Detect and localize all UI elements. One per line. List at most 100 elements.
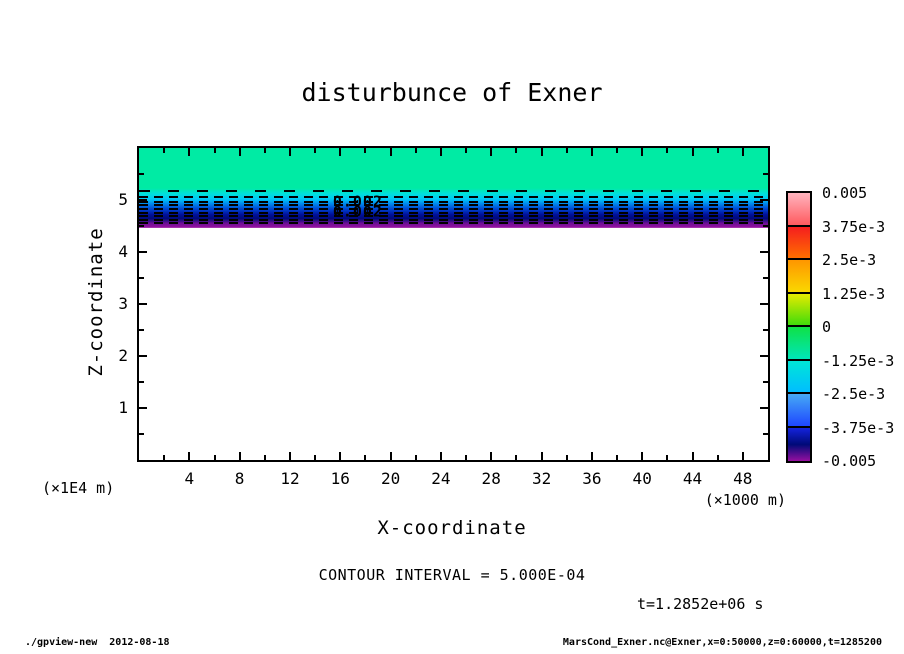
x-tick-bottom bbox=[515, 455, 518, 460]
colorbar-label: 2.5e-3 bbox=[822, 251, 877, 269]
x-tick-bottom bbox=[238, 452, 241, 460]
colorbar-segment bbox=[788, 260, 810, 294]
y-tick-label: 5 bbox=[118, 190, 128, 209]
y-tick-right bbox=[760, 199, 768, 201]
x-tick-bottom bbox=[666, 455, 669, 460]
colorbar-label: -0.005 bbox=[822, 452, 877, 470]
x-tick-top bbox=[490, 148, 493, 156]
x-tick-top bbox=[314, 148, 317, 153]
x-tick-bottom bbox=[263, 455, 266, 460]
y-tick-right bbox=[760, 355, 768, 357]
x-tick-top bbox=[263, 148, 266, 153]
x-tick-bottom bbox=[213, 455, 216, 460]
y-tick-right bbox=[760, 303, 768, 305]
colorbar bbox=[786, 191, 812, 463]
x-tick-top bbox=[465, 148, 468, 153]
x-tick-bottom bbox=[188, 452, 191, 460]
y-tick-left bbox=[139, 355, 147, 357]
x-tick-top bbox=[364, 148, 367, 153]
dashed-contour-line bbox=[139, 207, 768, 210]
colorbar-label: -1.25e-3 bbox=[822, 351, 895, 370]
y-tick-left bbox=[139, 433, 144, 435]
colorbar-segment bbox=[788, 327, 810, 361]
x-tick-bottom bbox=[339, 452, 342, 460]
y-tick-label: 1 bbox=[118, 398, 128, 417]
y-tick-left bbox=[139, 407, 147, 409]
colorbar-segment bbox=[788, 394, 810, 428]
y-tick-left bbox=[139, 381, 144, 383]
y-tick-right bbox=[763, 433, 768, 435]
plot-area: 0.002 0.002 bbox=[137, 146, 770, 462]
x-tick-top bbox=[565, 148, 568, 153]
contour-value-label: 0.002 bbox=[332, 202, 383, 221]
x-tick-bottom bbox=[490, 452, 493, 460]
x-tick-label: 32 bbox=[531, 469, 552, 488]
x-tick-label: 8 bbox=[234, 469, 245, 488]
x-tick-label: 36 bbox=[582, 469, 602, 488]
time-annotation: t=1.2852e+06 s bbox=[637, 595, 764, 613]
x-tick-bottom bbox=[364, 455, 367, 460]
y-tick-right bbox=[760, 251, 768, 253]
x-tick-bottom bbox=[641, 452, 644, 460]
x-tick-top bbox=[741, 148, 744, 156]
y-tick-left bbox=[139, 329, 144, 331]
dashed-contour-line bbox=[139, 196, 768, 199]
x-tick-top bbox=[439, 148, 442, 156]
y-tick-right bbox=[763, 277, 768, 279]
y-tick-left bbox=[139, 277, 144, 279]
x-tick-bottom bbox=[540, 452, 543, 460]
x-tick-top bbox=[188, 148, 191, 156]
x-tick-bottom bbox=[389, 452, 392, 460]
colorbar-segment bbox=[788, 293, 810, 327]
x-tick-bottom bbox=[565, 455, 568, 460]
x-axis-title: X-coordinate bbox=[377, 517, 527, 539]
x-tick-bottom bbox=[314, 455, 317, 460]
x-tick-top bbox=[213, 148, 216, 153]
colorbar-label: 3.75e-3 bbox=[822, 217, 886, 236]
y-tick-label: 3 bbox=[118, 294, 128, 313]
colorbar-segment bbox=[788, 427, 810, 461]
x-tick-bottom bbox=[590, 452, 593, 460]
x-tick-label: 40 bbox=[632, 469, 652, 488]
y-axis-units: (×1E4 m) bbox=[42, 479, 115, 497]
colorbar-label: 0.005 bbox=[822, 184, 868, 202]
x-tick-bottom bbox=[616, 455, 618, 460]
x-tick-bottom bbox=[741, 452, 744, 460]
y-tick-label: 2 bbox=[118, 346, 128, 365]
y-tick-right bbox=[763, 173, 768, 175]
footer-command-line: ./gpview-new 2012-08-18 bbox=[25, 637, 170, 648]
dashed-contour-line bbox=[139, 204, 768, 207]
dashed-contour-line bbox=[139, 189, 768, 192]
x-tick-top bbox=[289, 148, 291, 156]
colorbar-segment bbox=[788, 193, 810, 227]
x-tick-label: 28 bbox=[481, 469, 501, 488]
x-tick-top bbox=[414, 148, 417, 153]
colorbar-segment bbox=[788, 226, 810, 260]
x-tick-top bbox=[540, 148, 543, 156]
y-tick-left bbox=[139, 251, 147, 253]
y-tick-right bbox=[763, 225, 768, 227]
contour-interval-note: CONTOUR INTERVAL = 5.000E-04 bbox=[318, 566, 586, 584]
y-tick-left bbox=[139, 303, 147, 305]
y-tick-right bbox=[763, 329, 768, 331]
x-tick-label: 44 bbox=[682, 469, 703, 488]
colorbar-label: -2.5e-3 bbox=[822, 385, 886, 403]
x-tick-top bbox=[716, 148, 719, 153]
dashed-contour-line bbox=[139, 222, 768, 225]
x-axis-units: (×1000 m) bbox=[704, 491, 786, 509]
colorbar-label: -3.75e-3 bbox=[822, 418, 895, 437]
x-tick-top bbox=[339, 148, 342, 156]
y-tick-left bbox=[139, 199, 147, 201]
x-tick-top bbox=[666, 148, 669, 153]
dashed-contour-line bbox=[139, 215, 768, 218]
x-tick-bottom bbox=[716, 455, 719, 460]
exner-disturbance-field bbox=[139, 148, 768, 460]
x-tick-top bbox=[389, 148, 392, 156]
x-tick-bottom bbox=[163, 455, 166, 460]
x-tick-label: 20 bbox=[380, 469, 401, 488]
colorbar-label: 0 bbox=[822, 318, 832, 336]
x-tick-top bbox=[590, 148, 593, 156]
footer-file-info: MarsCond_Exner.nc@Exner,x=0:50000,z=0:60… bbox=[562, 637, 882, 648]
plot-title: disturbunce of Exner bbox=[301, 78, 603, 107]
x-tick-top bbox=[238, 148, 241, 156]
